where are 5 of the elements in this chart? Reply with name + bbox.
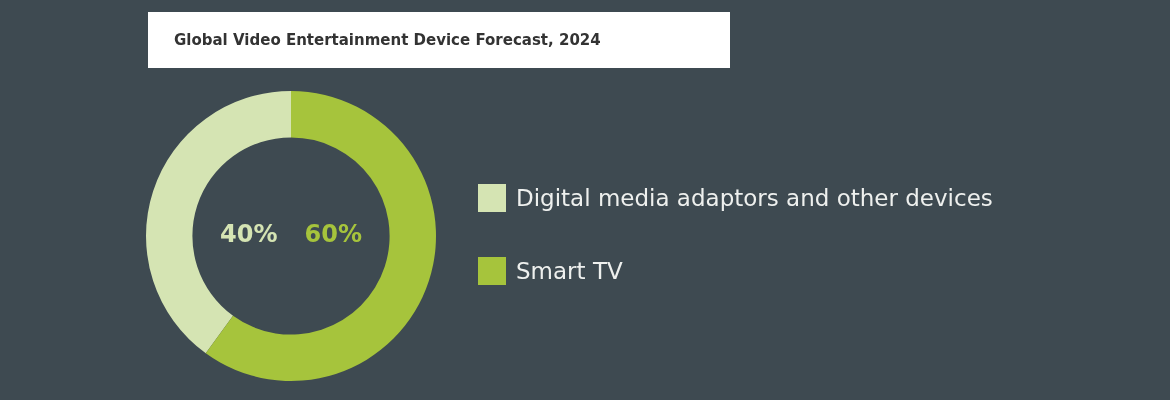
- data-label: 60%: [304, 220, 362, 249]
- data-label: 40%: [220, 220, 278, 249]
- legend-label: Smart TV: [516, 258, 623, 284]
- chart-title: Global Video Entertainment Device Forecast, 2024: [148, 12, 730, 68]
- legend-label: Digital media adaptors and other devices: [516, 185, 993, 211]
